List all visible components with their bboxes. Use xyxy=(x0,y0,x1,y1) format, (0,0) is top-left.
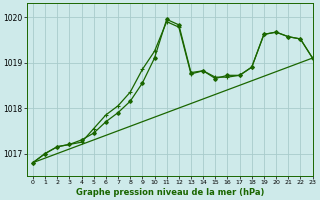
X-axis label: Graphe pression niveau de la mer (hPa): Graphe pression niveau de la mer (hPa) xyxy=(76,188,264,197)
